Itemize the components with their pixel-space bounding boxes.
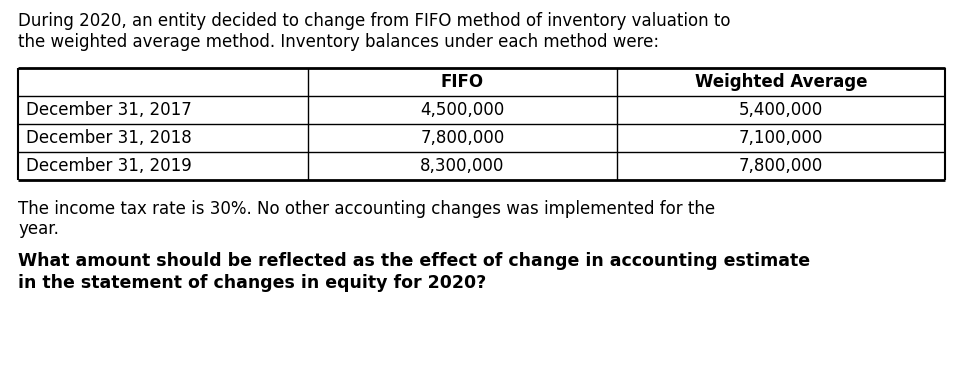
Text: What amount should be reflected as the effect of change in accounting estimate: What amount should be reflected as the e…	[18, 252, 810, 270]
Text: 5,400,000: 5,400,000	[739, 101, 824, 119]
Text: 8,300,000: 8,300,000	[420, 157, 505, 175]
Text: 4,500,000: 4,500,000	[420, 101, 505, 119]
Text: During 2020, an entity decided to change from FIFO method of inventory valuation: During 2020, an entity decided to change…	[18, 12, 730, 30]
Text: year.: year.	[18, 220, 59, 238]
Text: December 31, 2017: December 31, 2017	[26, 101, 192, 119]
Text: December 31, 2018: December 31, 2018	[26, 129, 192, 147]
Text: The income tax rate is 30%. No other accounting changes was implemented for the: The income tax rate is 30%. No other acc…	[18, 200, 715, 218]
Text: Weighted Average: Weighted Average	[695, 73, 867, 91]
Text: 7,800,000: 7,800,000	[420, 129, 505, 147]
Text: in the statement of changes in equity for 2020?: in the statement of changes in equity fo…	[18, 274, 486, 292]
Text: December 31, 2019: December 31, 2019	[26, 157, 192, 175]
Text: the weighted average method. Inventory balances under each method were:: the weighted average method. Inventory b…	[18, 33, 659, 51]
Text: 7,100,000: 7,100,000	[739, 129, 824, 147]
Text: 7,800,000: 7,800,000	[739, 157, 824, 175]
Text: FIFO: FIFO	[441, 73, 484, 91]
